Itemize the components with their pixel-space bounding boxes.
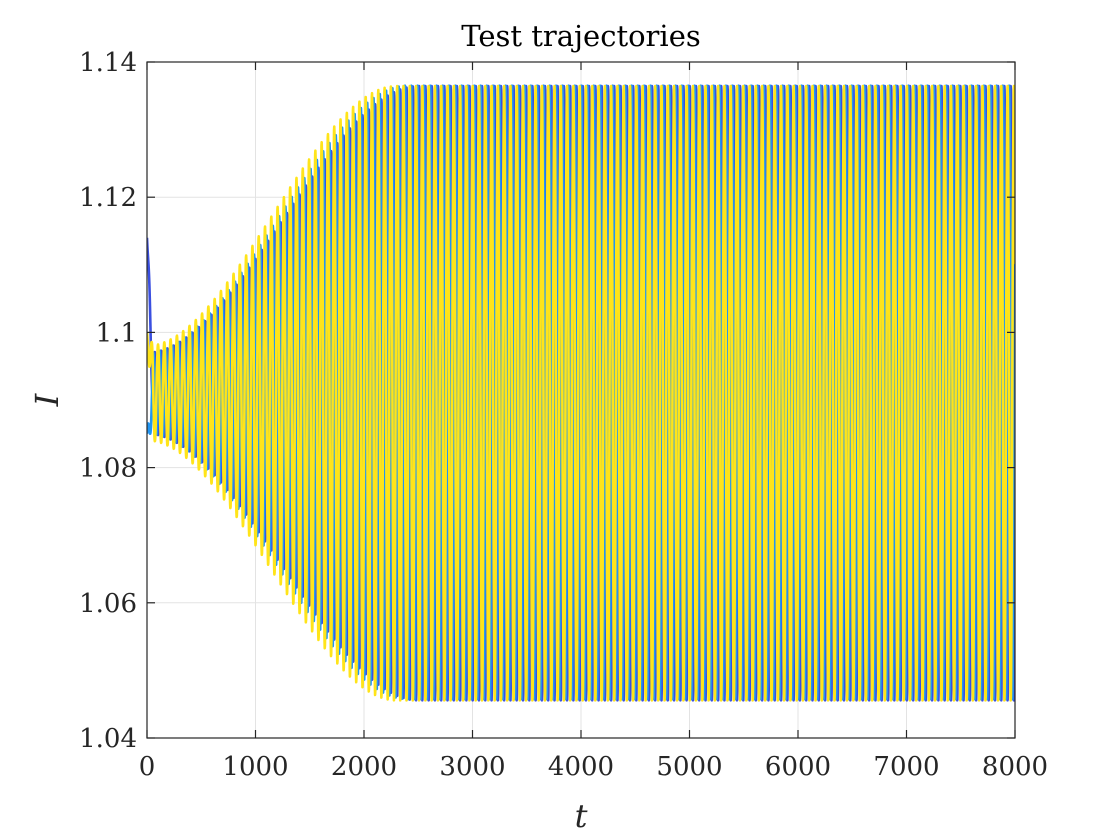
ticks [146, 61, 1016, 739]
series-line-3 [147, 84, 1015, 702]
x-tick-label: 2000 [331, 752, 397, 782]
y-tick-label: 1.14 [79, 48, 137, 78]
chart-title: Test trajectories [461, 19, 701, 53]
x-tick-labels: 0 1000 2000 3000 4000 5000 6000 7000 8000 [139, 752, 1048, 782]
x-tick-label: 7000 [873, 752, 939, 782]
y-tick-label: 1.08 [79, 454, 137, 484]
x-tick-label: 0 [139, 752, 156, 782]
y-tick-label: 1.06 [79, 589, 137, 619]
x-tick-label: 5000 [656, 752, 722, 782]
x-tick-label: 3000 [439, 752, 505, 782]
plot-area [146, 61, 1016, 739]
x-axis-label: t [575, 797, 588, 835]
y-tick-label: 1.04 [79, 724, 137, 754]
x-tick-label: 8000 [982, 752, 1048, 782]
y-tick-labels: 1.04 1.06 1.08 1.1 1.12 1.14 [79, 48, 137, 754]
x-tick-label: 6000 [765, 752, 831, 782]
y-tick-label: 1.1 [96, 318, 137, 348]
series-layer [147, 84, 1015, 702]
x-tick-label: 1000 [222, 752, 288, 782]
y-axis-label: I [28, 392, 66, 407]
y-tick-label: 1.12 [79, 183, 137, 213]
x-tick-label: 4000 [548, 752, 614, 782]
